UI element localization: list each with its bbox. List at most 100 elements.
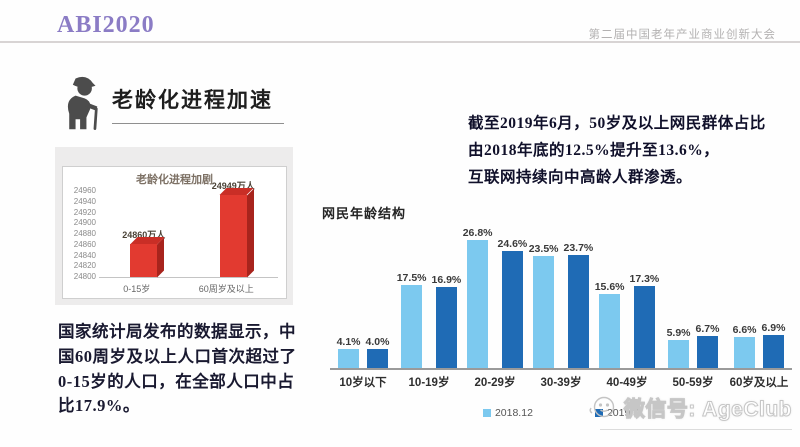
legend-label: 2019.6 xyxy=(606,407,640,419)
conference-title: 第二届中国老年产业商业创新大会 xyxy=(588,29,776,41)
x-tick-label: 10-19岁 xyxy=(408,377,450,389)
y-tick-label: 24940 xyxy=(73,196,96,206)
bar-value-label: 24.6% xyxy=(497,237,528,250)
y-tick-label: 24860 xyxy=(73,239,96,249)
legend-swatch xyxy=(594,409,603,417)
x-tick-label: 10岁以下 xyxy=(339,377,387,389)
bar-column: 17.3% xyxy=(629,272,660,368)
bar-column: 6.6% xyxy=(732,323,757,368)
bar-group: 15.6% 17.3% xyxy=(594,225,660,368)
bar-group: 26.8% 24.6% xyxy=(462,225,528,368)
y-tick-label: 24900 xyxy=(73,218,96,228)
y-tick-label: 24840 xyxy=(73,250,96,260)
bar-value-label: 15.6% xyxy=(594,280,625,293)
legend-swatch xyxy=(482,409,491,417)
bar-column: 5.9% xyxy=(667,327,691,368)
bar-column: 26.8% xyxy=(463,227,493,368)
y-tick-label: 24920 xyxy=(73,207,96,217)
x-tick-label: 60周岁及以上 xyxy=(198,284,254,294)
aging-panel: 老龄化进程加剧 24960 24940 24920 24900 24880 24860 24… xyxy=(55,147,293,305)
bar-column: 6.7% xyxy=(695,323,720,368)
header-divider xyxy=(0,41,800,43)
x-tick-label: 0-15岁 xyxy=(123,284,151,294)
bar-value-label: 6.6% xyxy=(732,323,757,336)
intro-line-1: 截至2019年6月，50岁及以上网民群体占比 xyxy=(468,115,766,132)
y-tick-label: 24960 xyxy=(73,186,96,195)
bar xyxy=(533,256,555,368)
bar-column: 4.1% xyxy=(337,336,361,368)
statistics-paragraph: 国家统计局发布的数据显示，中国60周岁及以上人口首次超过了0-15岁的人口，在全… xyxy=(58,322,297,416)
x-tick-label: 60岁及以上 xyxy=(729,377,789,389)
bar-value-label: 16.9% xyxy=(431,274,462,287)
bar-column: 23.5% xyxy=(529,243,559,368)
bar-group: 17.5% 16.9% xyxy=(396,225,462,368)
legend-item: 2018.12 xyxy=(482,407,533,419)
bar-value-label: 24860万人 xyxy=(122,230,166,240)
bar xyxy=(366,348,388,368)
aging-chart-card: 老龄化进程加剧 24960 24940 24920 24900 24880 24860 24… xyxy=(62,166,287,299)
bar xyxy=(668,339,690,368)
bar-value-label: 17.3% xyxy=(629,272,660,285)
bar-value-label: 5.9% xyxy=(666,326,691,339)
bar xyxy=(633,285,655,368)
bar xyxy=(338,348,360,368)
bar-column: 6.9% xyxy=(761,322,786,368)
bar xyxy=(401,284,423,368)
intro-line-3: 互联网持续向中高龄人群渗透。 xyxy=(468,169,693,187)
bar-group: 5.9% 6.7% xyxy=(660,225,726,368)
bar xyxy=(467,240,489,368)
wechat-face-icon xyxy=(589,396,615,418)
bar-value-label: 4.0% xyxy=(365,335,390,348)
bar-value-label: 6.7% xyxy=(695,323,720,336)
elderly-person-icon xyxy=(67,76,98,131)
bar-group: 4.1% 4.0% xyxy=(330,225,396,368)
bar xyxy=(567,255,589,368)
bar-column: 17.5% xyxy=(397,272,427,368)
legend-item: 2019.6 xyxy=(594,407,640,419)
bar xyxy=(734,336,756,368)
bar-group: 6.6% 6.9% xyxy=(726,225,792,368)
bar-value-label: 17.5% xyxy=(396,271,427,284)
y-tick-label: 24800 xyxy=(73,272,96,281)
bar-value-label: 26.8% xyxy=(462,227,493,240)
bar-value-label: 23.5% xyxy=(528,243,559,255)
bar xyxy=(435,287,457,368)
netizen-intro-paragraph: 截至2019年6月，50岁及以上网民群体占比 由2018年底的12.5%提升至1… xyxy=(468,110,798,191)
bar xyxy=(501,250,523,368)
y-tick-label: 24880 xyxy=(73,229,96,238)
aging-chart-plot-area: 24860万人 24949万人 0-15岁 60周岁及以上 xyxy=(99,181,278,295)
y-tick-label: 24820 xyxy=(73,261,96,271)
intro-line-2: 由2018年底的12.5%提升至13.6%， xyxy=(468,142,720,160)
bar xyxy=(130,237,165,277)
netizen-chart-bars: 4.1% 4.0% 17.5% 16.9% 26.8% 24.6% 23.5% 23.7% 15… xyxy=(330,225,792,370)
watermark: 微信号: AgeClub xyxy=(588,393,792,423)
bar-side-face xyxy=(246,188,254,277)
aging-chart-yaxis: 24960 24940 24920 24900 24880 24860 24840 24820… xyxy=(63,187,99,281)
bar xyxy=(599,293,621,368)
x-tick-label: 30-39岁 xyxy=(540,377,582,389)
bar-column: 24949万人 xyxy=(212,179,255,277)
section-title: 老龄化进程加速 xyxy=(112,84,284,124)
footer-divider xyxy=(600,429,792,430)
bar-value-label: 23.7% xyxy=(563,242,594,254)
aging-chart-bars: 24860万人 24949万人 xyxy=(99,181,278,278)
logo-abi2020: ABI2020 xyxy=(57,12,155,38)
bar-column: 23.7% xyxy=(563,242,594,368)
bar-column: 16.9% xyxy=(431,274,462,368)
bar-value-label: 24949万人 xyxy=(211,181,255,191)
netizen-chart-title: 网民年龄结构 xyxy=(322,206,407,221)
watermark-text: 微信号: AgeClub xyxy=(623,398,792,422)
x-tick-label: 20-29岁 xyxy=(474,377,516,389)
legend-label: 2018.12 xyxy=(494,407,533,419)
netizen-chart-legend: 2018.12 2019.6 xyxy=(330,407,792,419)
x-tick-label: 40-49岁 xyxy=(606,377,648,389)
bar xyxy=(762,335,784,368)
netizen-chart-categories: 10岁以下 10-19岁 20-29岁 30-39岁 40-49岁 50-59岁 60岁及以… xyxy=(330,374,792,390)
bar-column: 15.6% xyxy=(595,281,625,368)
bar xyxy=(696,336,718,368)
aging-chart-body: 24960 24940 24920 24900 24880 24860 24840 24820… xyxy=(63,181,286,295)
bar-column: 4.0% xyxy=(365,335,390,368)
bar-value-label: 6.9% xyxy=(761,322,786,335)
aging-chart-title: 老龄化进程加剧 xyxy=(136,174,213,186)
